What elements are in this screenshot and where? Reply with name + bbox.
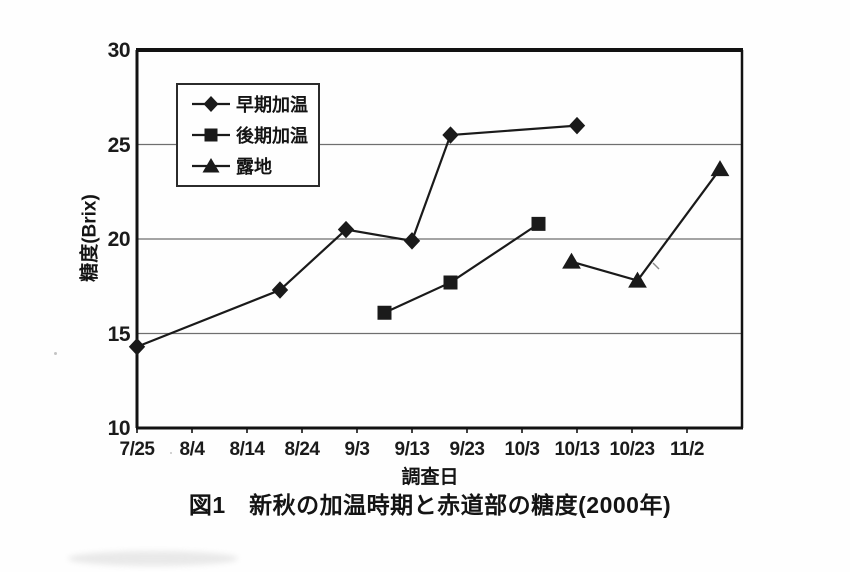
x-tick-label-9/23: 9/23 [449, 439, 485, 460]
diamond-marker-icon [192, 96, 230, 113]
series-line-early-heating [136, 124, 578, 348]
x-tick-label-8/4: 8/4 [179, 439, 205, 460]
y-tick-label-30: 30 [107, 39, 131, 62]
series-point-open-field-11/7 [710, 160, 730, 177]
x-tick-label-10/3: 10/3 [504, 439, 540, 460]
legend: 早期加温後期加温露地 [176, 83, 320, 187]
series-point-early-heating-8/20 [271, 281, 289, 299]
figure-caption: 図1 新秋の加温時期と赤道部の糖度(2000年) [188, 492, 672, 518]
x-tick-label-8/24: 8/24 [284, 439, 320, 460]
scan-artifact-mark [652, 262, 660, 270]
series-point-early-heating-10/13 [568, 116, 586, 135]
x-tick-label-10/23: 10/23 [609, 439, 655, 460]
x-tick-label-10/13: 10/13 [554, 439, 600, 460]
series-point-early-heating-9/1 [337, 220, 355, 239]
series-point-late-heating-10/6 [531, 216, 546, 231]
x-tick-label-7/25: 7/25 [119, 439, 155, 460]
triangle-marker-icon [192, 157, 230, 173]
square-marker-icon [192, 128, 230, 142]
legend-label-late-heating: 後期加温 [236, 125, 308, 146]
legend-label-open-field: 露地 [236, 156, 272, 177]
series-point-late-heating-9/20 [443, 275, 458, 290]
series-point-open-field-10/12 [562, 252, 581, 269]
scan-speck [170, 452, 172, 454]
legend-item-late-heating: 後期加温 [192, 122, 318, 148]
series-point-late-heating-9/8 [377, 305, 392, 320]
x-tick-label-9/3: 9/3 [344, 439, 370, 460]
legend-item-early-heating: 早期加温 [192, 91, 318, 117]
legend-label-early-heating: 早期加温 [236, 95, 308, 116]
x-tick-label-9/13: 9/13 [394, 439, 430, 460]
series-point-open-field-10/23 [628, 271, 647, 288]
series-point-early-heating-9/20 [442, 126, 459, 144]
x-tick-label-8/14: 8/14 [229, 439, 265, 460]
series-point-early-heating-7/25 [128, 337, 146, 356]
scan-speck [54, 352, 57, 355]
series-point-early-heating-9/13 [403, 232, 421, 250]
y-tick-label-25: 25 [107, 133, 131, 157]
series-line-open-field [571, 168, 721, 282]
y-tick-label-10: 10 [107, 417, 131, 440]
y-tick-label-20: 20 [107, 228, 131, 251]
x-tick-label-11/2: 11/2 [670, 439, 704, 460]
x-axis-title: 調査日 [401, 467, 459, 488]
y-tick-label-15: 15 [107, 322, 131, 346]
legend-item-open-field: 露地 [192, 153, 318, 179]
scan-smudge [68, 551, 238, 566]
